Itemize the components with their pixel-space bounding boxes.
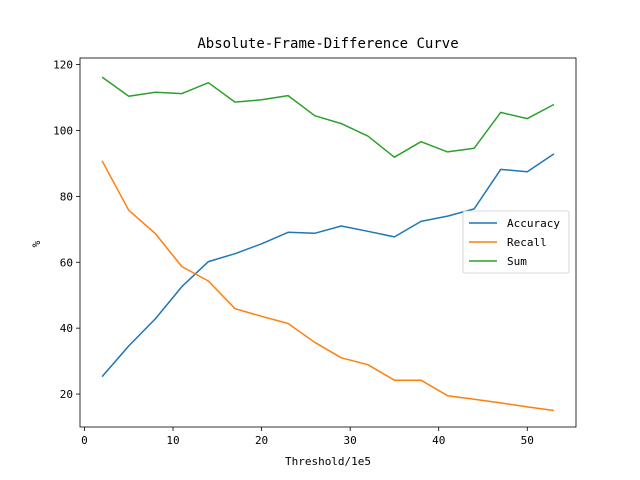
y-tick-label: 20 [60,388,73,401]
y-tick-label: 120 [53,59,73,72]
y-tick-label: 100 [53,124,73,137]
x-tick-label: 0 [81,434,88,447]
legend-label: Sum [507,255,527,268]
plot-area: 0 10 20 30 40 50 20 40 60 80 100 120 Accuracy Recall S… [53,57,577,447]
y-tick-label: 80 [60,190,73,203]
axes-frame [79,57,577,428]
y-tick-label: 40 [60,322,73,335]
series-line-recall [101,160,555,412]
chart-title: Absolute-Frame-Difference Curve [197,36,458,52]
x-tick-label: 10 [166,434,179,447]
x-tick-label: 20 [255,434,268,447]
x-tick-label: 50 [521,434,534,447]
legend-box [462,210,570,274]
y-tick-label: 60 [60,256,73,269]
legend-label: Recall [507,236,547,249]
y-axis-label: % [30,240,43,247]
legend-label: Accuracy [507,217,560,230]
x-tick-label: 40 [432,434,445,447]
x-tick-label: 30 [344,434,357,447]
series-line-sum [101,76,555,158]
x-axis-label: Threshold/1e5 [285,455,371,468]
series-line-accuracy [101,153,555,378]
